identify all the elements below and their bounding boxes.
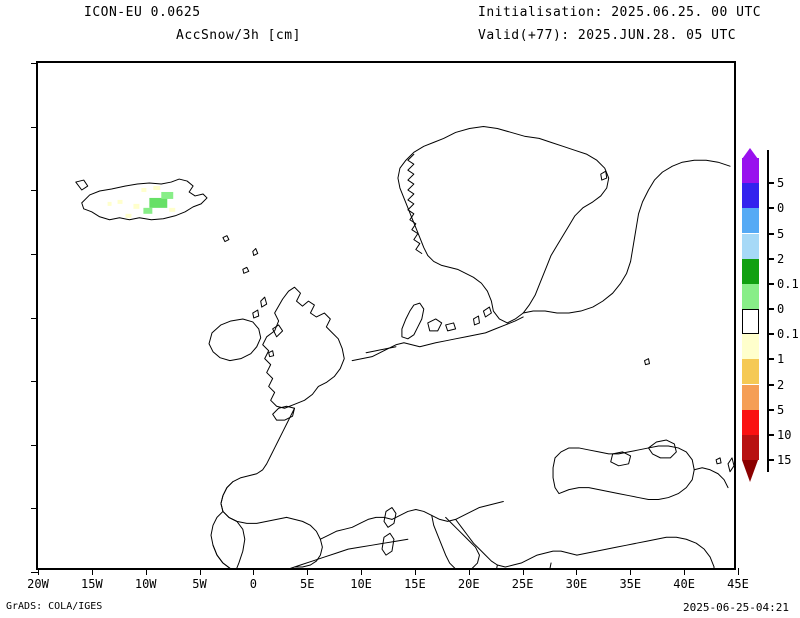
colorbar-tick (767, 433, 774, 436)
x-axis-label: 25E (511, 577, 534, 591)
y-axis-tick (31, 63, 38, 64)
x-axis-tick (307, 568, 309, 575)
x-axis-tick (468, 568, 470, 575)
colorbar-band (742, 208, 759, 234)
x-axis-label: 20E (457, 577, 480, 591)
colorbar-tick-label: 1 (777, 352, 785, 367)
x-axis-tick (91, 568, 93, 575)
colorbar-band (742, 434, 759, 460)
colorbar-tick (767, 282, 774, 285)
x-axis-label: 5E (299, 577, 315, 591)
x-axis-label: 20W (27, 577, 49, 591)
x-axis-label: 0 (249, 577, 257, 591)
x-axis-tick (576, 568, 578, 575)
x-axis-tick (361, 568, 363, 575)
x-axis-tick (253, 568, 255, 575)
colorbar-arrow-top (742, 148, 758, 159)
colorbar-tick-label: 15 (777, 453, 792, 467)
y-axis-tick (31, 444, 38, 446)
colorbar-tick-label: 0 (777, 302, 785, 316)
x-axis-tick (38, 568, 39, 575)
map-coastlines (75, 126, 734, 568)
colorbar-band (742, 183, 759, 209)
x-axis-label: 40E (673, 577, 695, 591)
colorbar-band (742, 158, 759, 184)
colorbar-tick-label: 2 (777, 377, 785, 392)
colorbar-band (742, 283, 759, 309)
header-initialisation: Initialisation: 2025.06.25. 00 UTC (478, 5, 762, 20)
x-axis-label: 30E (565, 577, 588, 591)
colorbar-band (742, 384, 759, 410)
colorbar[interactable] (742, 158, 759, 460)
colorbar-tick (767, 333, 774, 336)
y-axis-tick (31, 381, 38, 383)
x-axis-tick (145, 568, 147, 575)
x-axis-tick (684, 568, 686, 575)
colorbar-tick (767, 358, 774, 361)
colorbar-band (742, 359, 759, 385)
colorbar-axis-line (767, 150, 769, 472)
x-axis-label: 15W (81, 577, 103, 591)
colorbar-tick (767, 182, 774, 185)
colorbar-tick (767, 459, 774, 461)
colorbar-tick (767, 232, 774, 235)
snow-patch-group (107, 186, 176, 218)
colorbar-arrow-bottom (742, 460, 758, 482)
x-axis-label: 5W (192, 577, 207, 591)
colorbar-tick (767, 207, 774, 210)
header-valid-time: Valid(+77): 2025.JUN.28. 05 UTC (478, 28, 737, 43)
x-axis-label: 10E (350, 577, 372, 591)
x-axis-label: 35E (619, 577, 642, 591)
colorbar-tick-label: 2 (777, 251, 785, 266)
colorbar-tick-label: 0.1 (777, 276, 799, 291)
header-model-title: ICON-EU 0.0625 (84, 5, 201, 20)
colorbar-tick-label: 0 (777, 201, 785, 216)
colorbar-tick (767, 308, 774, 310)
map-plot-frame: 30N35N40N45N50N55N60N65N70N 20W15W10W5W0… (27, 61, 749, 591)
footer-credit: GrADS: COLA/IGES (6, 601, 103, 612)
colorbar-band (742, 334, 759, 360)
x-axis-label: 10W (134, 577, 157, 591)
colorbar-tick (767, 383, 774, 386)
x-axis-tick (522, 568, 524, 575)
colorbar-band (742, 258, 759, 284)
x-axis-tick (738, 568, 739, 575)
x-axis-label: 15E (404, 577, 426, 591)
colorbar-tick (767, 408, 774, 411)
x-axis-tick (414, 568, 416, 575)
x-axis-tick (630, 568, 632, 575)
y-axis-tick (31, 126, 38, 128)
colorbar-tick-label: 5 (777, 402, 785, 417)
y-axis-tick (31, 508, 38, 510)
colorbar-tick-label: 10 (777, 427, 792, 442)
y-axis-tick (31, 190, 38, 192)
y-axis-tick (31, 572, 38, 573)
colorbar-band (742, 233, 759, 259)
x-axis-tick (199, 568, 201, 575)
colorbar-tick (767, 257, 774, 260)
y-axis-tick (31, 317, 38, 319)
x-axis-label: 45E (727, 577, 749, 591)
colorbar-band (742, 409, 759, 435)
header-variable-title: AccSnow/3h [cm] (176, 28, 301, 43)
footer-timestamp: 2025-06-25-04:21 (683, 601, 789, 614)
colorbar-tick-label: 5 (777, 226, 785, 241)
colorbar-band (742, 309, 759, 335)
colorbar-tick-label: 5 (777, 176, 785, 191)
y-axis-tick (31, 253, 38, 255)
colorbar-tick-label: 0.1 (777, 327, 799, 342)
